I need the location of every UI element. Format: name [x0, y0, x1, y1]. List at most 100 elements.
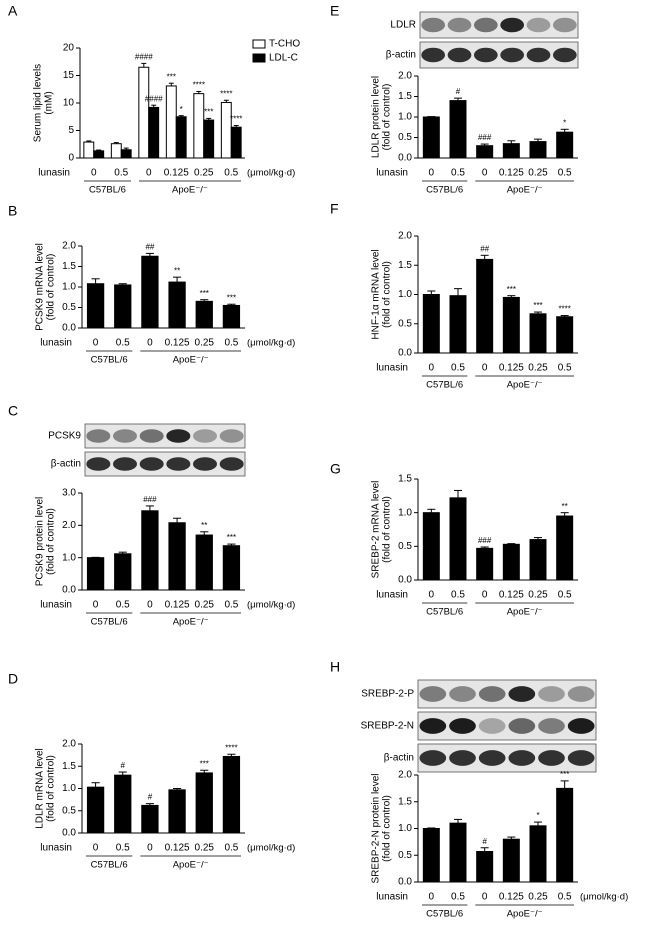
- blot-label: β-actin: [386, 50, 416, 61]
- blot-frame: [417, 743, 597, 773]
- x-tick-label: 0.25: [195, 338, 215, 349]
- panel-letter: D: [8, 671, 18, 687]
- y-tick-label: 1.5: [398, 796, 412, 807]
- bar: [141, 255, 159, 329]
- blot-label: PCSK9: [48, 431, 81, 442]
- significance-label: ***: [533, 301, 542, 310]
- y-tick-label: 0.0: [398, 153, 412, 164]
- y-axis-label: (fold of control): [382, 496, 393, 563]
- y-tick-label: 2.0: [398, 71, 412, 82]
- x-tick-label: 0: [93, 338, 99, 349]
- bar: [556, 787, 574, 883]
- bar: [476, 547, 494, 581]
- y-tick-label: 0.5: [398, 132, 412, 143]
- x-tick-label: 0: [482, 892, 488, 903]
- significance-label: *: [536, 811, 539, 820]
- bar: [195, 534, 213, 591]
- x-tick-label: 0.5: [558, 363, 572, 374]
- blot-band: [166, 457, 191, 471]
- bar: [222, 304, 241, 329]
- y-tick-label: 10: [63, 98, 75, 109]
- group-label: C57BL/6: [89, 185, 126, 196]
- y-tick-label: 5: [68, 125, 74, 136]
- x-tick-label: 0.125: [165, 843, 190, 854]
- bar: [165, 85, 177, 159]
- blot-band: [508, 718, 536, 734]
- y-tick-label: 1.0: [398, 112, 412, 123]
- significance-label: ***: [227, 293, 236, 302]
- significance-label: ***: [507, 285, 516, 294]
- group-label: ApoE⁻/⁻: [173, 617, 209, 628]
- x-tick-label: 0: [429, 590, 435, 601]
- bar: [141, 804, 159, 834]
- y-axis-label: (fold of control): [382, 84, 393, 151]
- x-tick-label: 0.5: [558, 892, 572, 903]
- significance-label: #: [456, 87, 461, 96]
- bar: [422, 512, 440, 581]
- x-tick-label: 0.125: [499, 363, 524, 374]
- x-tick-label: 0.125: [499, 892, 524, 903]
- x-tick-label: 0: [429, 168, 435, 179]
- significance-label: ***: [167, 72, 176, 81]
- bar: [422, 116, 440, 159]
- blot-band: [219, 457, 244, 471]
- bar: [175, 116, 187, 159]
- blot-band: [449, 686, 476, 702]
- bar: [502, 296, 520, 354]
- bar: [114, 284, 132, 329]
- x-tick-label: 0.5: [558, 168, 572, 179]
- blot-band: [508, 686, 536, 702]
- y-tick-label: 3.0: [62, 488, 76, 499]
- blot-band: [139, 429, 164, 443]
- significance-label: ****: [230, 115, 242, 124]
- y-tick-label: 1.5: [62, 761, 76, 772]
- x-tick-label: 0.25: [528, 892, 548, 903]
- significance-label: *: [180, 105, 183, 114]
- x-tick-label: 0.25: [195, 600, 215, 611]
- blot-band: [478, 718, 506, 734]
- panel-letter: B: [8, 203, 17, 219]
- blot-band: [166, 429, 191, 443]
- x-tick-label: 0.5: [451, 168, 465, 179]
- blot-band: [219, 429, 244, 443]
- x-tick-label: 0.5: [451, 892, 465, 903]
- blot-band: [508, 750, 536, 766]
- bar: [138, 66, 150, 159]
- legend-swatch: [252, 53, 266, 63]
- y-tick-label: 1.5: [398, 91, 412, 102]
- panel-letter: G: [330, 461, 341, 477]
- x-tick-label: 0.5: [116, 338, 130, 349]
- significance-label: **: [562, 502, 568, 511]
- blot-band: [538, 718, 565, 734]
- y-tick-label: 0: [68, 153, 74, 164]
- blot-band: [552, 17, 577, 33]
- bar: [120, 149, 132, 159]
- x-tick-label: 0: [482, 168, 488, 179]
- bar: [556, 316, 574, 354]
- bar: [86, 786, 105, 834]
- x-label: lunasin: [40, 600, 72, 611]
- y-tick-label: 15: [63, 70, 75, 81]
- x-label: lunasin: [376, 590, 408, 601]
- blot-band: [538, 686, 565, 702]
- y-tick-label: 1.0: [62, 552, 76, 563]
- x-label: lunasin: [376, 363, 408, 374]
- x-tick-label: 0.5: [558, 590, 572, 601]
- blot-band: [113, 457, 137, 471]
- blot-label: β-actin: [384, 753, 414, 764]
- y-tick-label: 1.5: [62, 261, 76, 272]
- y-tick-label: 0.0: [62, 585, 76, 596]
- significance-label: ###: [143, 495, 157, 504]
- bar: [476, 851, 494, 883]
- y-tick-label: 0.0: [398, 348, 412, 359]
- x-tick-label: 0: [429, 363, 435, 374]
- unit-label: (μmol/kg·d): [247, 843, 295, 854]
- y-axis-label: PCSK9 protein level: [35, 497, 46, 587]
- blot-band: [478, 686, 506, 702]
- bar: [193, 93, 205, 159]
- y-axis-label: Serum lipid levels: [33, 64, 44, 142]
- x-tick-label: 0: [147, 600, 153, 611]
- significance-label: ####: [145, 94, 163, 103]
- y-tick-label: 1.5: [398, 260, 412, 271]
